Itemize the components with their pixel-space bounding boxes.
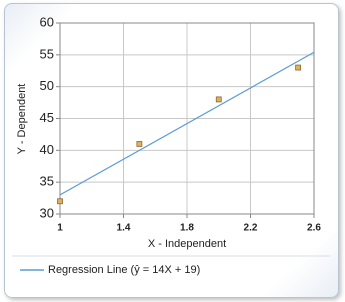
x-axis-label: X - Independent [148, 238, 226, 250]
x-tick-label: 2.6 [307, 223, 321, 234]
y-tick-label: 40 [40, 142, 54, 157]
regression-line [59, 51, 315, 196]
y-tick-label: 30 [40, 205, 54, 220]
x-tick-label: 1.4 [117, 223, 131, 234]
x-tick-label: 1 [57, 223, 63, 234]
y-tick-label: 50 [40, 78, 54, 93]
scatter-point [136, 141, 143, 147]
y-tick-label: 60 [40, 14, 54, 29]
x-tick-label: 1.8 [180, 223, 194, 234]
y-axis-label: Y - Dependent [16, 84, 28, 155]
y-tick-label: 55 [40, 46, 54, 61]
x-tick-label: 2.2 [244, 223, 258, 234]
plot-border [59, 22, 315, 215]
scatter-point [57, 198, 63, 205]
y-tick-label: 45 [40, 110, 54, 125]
scatter-point [215, 96, 222, 103]
y-tick-label: 35 [40, 174, 54, 189]
scatter-point [295, 64, 302, 71]
legend-label: Regression Line (ŷ = 14X + 19) [48, 264, 200, 276]
